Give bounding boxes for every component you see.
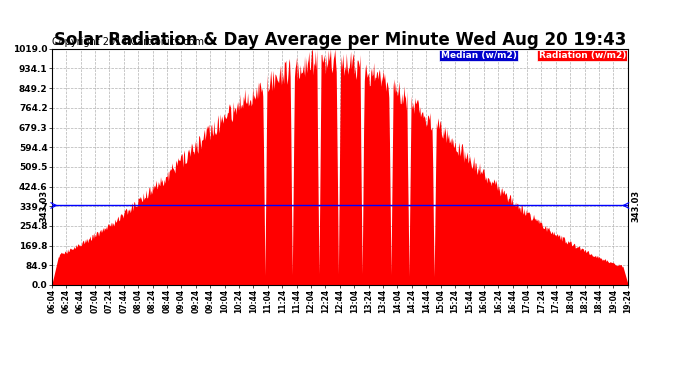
Text: Copyright 2014 Cartronics.com: Copyright 2014 Cartronics.com xyxy=(52,37,204,47)
Text: 343.03: 343.03 xyxy=(631,189,640,222)
Text: 343.03: 343.03 xyxy=(39,189,48,222)
Text: Radiation (w/m2): Radiation (w/m2) xyxy=(539,51,626,60)
Title: Solar Radiation & Day Average per Minute Wed Aug 20 19:43: Solar Radiation & Day Average per Minute… xyxy=(54,31,626,49)
Text: Median (w/m2): Median (w/m2) xyxy=(441,51,517,60)
